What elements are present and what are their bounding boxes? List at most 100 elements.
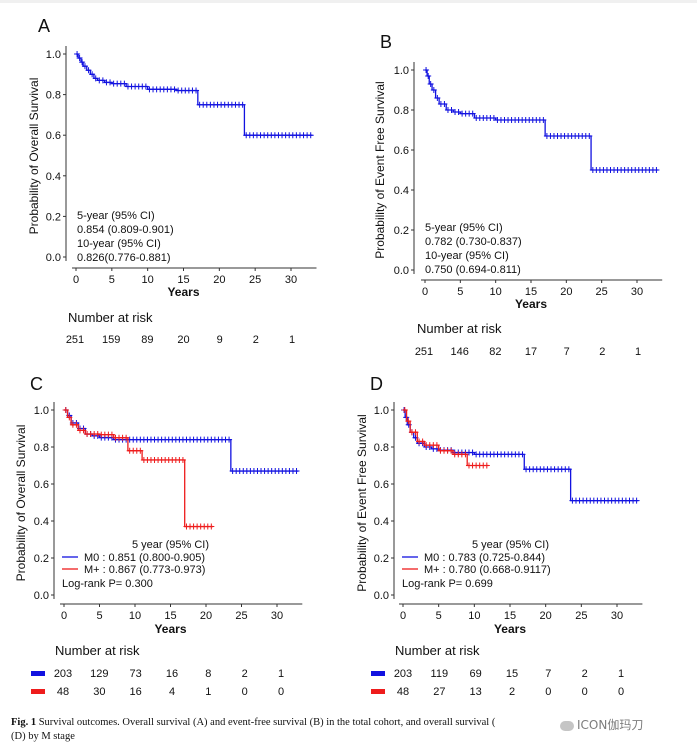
- risk-count: 2: [599, 346, 605, 358]
- censor-mark: [293, 468, 300, 475]
- censor-mark: [433, 442, 440, 449]
- panel-a: A 0.0 0.2 0.4 0.6 0.8 1.0 0 5 10 15 20 25 30 Years Prob…: [27, 16, 317, 346]
- censor-mark: [66, 414, 73, 421]
- x-tick-label: 5: [457, 286, 463, 298]
- y-tick-label: 0.0: [394, 265, 409, 277]
- x-tick-label: 15: [504, 610, 516, 622]
- risk-count: 13: [470, 686, 482, 698]
- x-tick-label: 5: [109, 274, 115, 286]
- caption-text-2: (D) by M stage: [11, 731, 75, 742]
- x-tick-label: 20: [540, 610, 552, 622]
- ci-annotation: 5-year (95% CI): [425, 222, 503, 234]
- ci-annotation: 10-year (95% CI): [425, 250, 509, 262]
- y-tick-label: 1.0: [34, 405, 49, 417]
- risk-row-swatch: [371, 689, 385, 694]
- censor-mark: [540, 117, 547, 123]
- figure-caption: Fig. 1 Survival outcomes. Overall surviv…: [11, 716, 571, 744]
- x-tick-label: 30: [631, 286, 643, 298]
- panel-c: C0.00.20.40.60.81.00 5 10 15 20 25 30YearsProb…: [14, 374, 303, 698]
- censor-mark: [586, 133, 593, 139]
- y-tick-label: 0.8: [34, 442, 49, 454]
- x-tick-label: 30: [611, 610, 623, 622]
- risk-count: 20: [177, 334, 189, 346]
- logrank-text: Log-rank P= 0.699: [402, 578, 493, 590]
- y-tick-label: 1.0: [394, 65, 409, 77]
- y-tick-label: 0.6: [394, 145, 409, 157]
- risk-table-title: Number at risk: [68, 310, 153, 325]
- y-tick-label: 0.6: [34, 479, 49, 491]
- censor-mark: [455, 109, 462, 115]
- panel-letter: B: [380, 32, 392, 52]
- risk-count: 2: [582, 668, 588, 680]
- x-axis-label: Years: [494, 622, 526, 636]
- censor-mark: [142, 83, 149, 90]
- y-tick-label: 0.0: [46, 252, 61, 264]
- y-tick-label: 0.4: [34, 516, 49, 528]
- risk-count: 2: [509, 686, 515, 698]
- risk-count: 2: [253, 334, 259, 346]
- censor-mark: [121, 80, 128, 87]
- y-axis-label: Probability of Overall Survival: [27, 78, 41, 235]
- censor-mark: [79, 59, 86, 66]
- panel-b: B 0.0 0.2 0.4 0.6 0.8 1.0 0 5 10 15 20 25 30 Years Prob…: [373, 32, 663, 358]
- risk-count: 48: [397, 686, 409, 698]
- risk-count: 1: [205, 686, 211, 698]
- censor-mark: [81, 63, 88, 70]
- x-tick-label: 10: [129, 610, 141, 622]
- censor-mark: [74, 51, 81, 57]
- y-tick-label: 0.0: [374, 590, 389, 602]
- x-tick-label: 5: [96, 610, 102, 622]
- y-tick-label: 1.0: [374, 405, 389, 417]
- y-tick-label: 0.2: [34, 553, 49, 565]
- censor-mark: [427, 81, 434, 87]
- x-tick-label: 0: [422, 286, 428, 298]
- top-border: [0, 0, 697, 3]
- censor-mark: [208, 523, 215, 530]
- censor-mark: [405, 418, 412, 425]
- x-tick-label: 10: [490, 286, 502, 298]
- x-tick-label: 0: [61, 610, 67, 622]
- km-curve-m0: [64, 409, 299, 472]
- censor-mark: [73, 421, 80, 428]
- risk-count: 1: [618, 668, 624, 680]
- ci-annotation-title: 5 year (95% CI): [472, 539, 549, 551]
- x-tick-label: 25: [249, 274, 261, 286]
- risk-count: 1: [289, 334, 295, 346]
- x-tick-label: 25: [596, 286, 608, 298]
- risk-count: 203: [394, 668, 412, 680]
- ci-annotation-title: 5 year (95% CI): [132, 539, 209, 551]
- y-tick-label: 0.8: [46, 90, 61, 102]
- censor-mark: [462, 451, 469, 458]
- y-tick-label: 0.4: [374, 516, 389, 528]
- censor-mark: [107, 79, 114, 86]
- risk-count: 1: [278, 668, 284, 680]
- y-tick-label: 0.2: [394, 225, 409, 237]
- risk-count: 48: [57, 686, 69, 698]
- panel-letter: C: [30, 374, 43, 394]
- panel-letter: D: [370, 374, 383, 394]
- censor-mark: [469, 110, 476, 117]
- x-tick-label: 25: [575, 610, 587, 622]
- censor-mark: [193, 87, 200, 94]
- risk-count: 251: [415, 346, 433, 358]
- risk-count: 82: [489, 346, 501, 358]
- censor-mark: [401, 407, 408, 413]
- censor-mark: [448, 447, 455, 454]
- risk-count: 9: [217, 334, 223, 346]
- ci-annotation: 0.854 (0.809-0.901): [77, 224, 174, 236]
- y-tick-label: 0.8: [394, 105, 409, 117]
- legend-entry: M+ : 0.867 (0.773-0.973): [84, 564, 205, 576]
- risk-row-swatch: [371, 671, 385, 676]
- logrank-text: Log-rank P= 0.300: [62, 578, 153, 590]
- legend-entry: M+ : 0.780 (0.668-0.9117): [424, 564, 551, 576]
- y-tick-label: 0.6: [46, 130, 61, 142]
- risk-count: 7: [545, 668, 551, 680]
- censor-mark: [226, 436, 233, 443]
- risk-count: 119: [431, 668, 449, 680]
- watermark-text: ICON伽玛刀: [577, 718, 644, 732]
- ci-annotation: 0.750 (0.694-0.811): [425, 264, 521, 276]
- risk-count: 30: [93, 686, 105, 698]
- risk-count: 1: [635, 346, 641, 358]
- risk-count: 8: [205, 668, 211, 680]
